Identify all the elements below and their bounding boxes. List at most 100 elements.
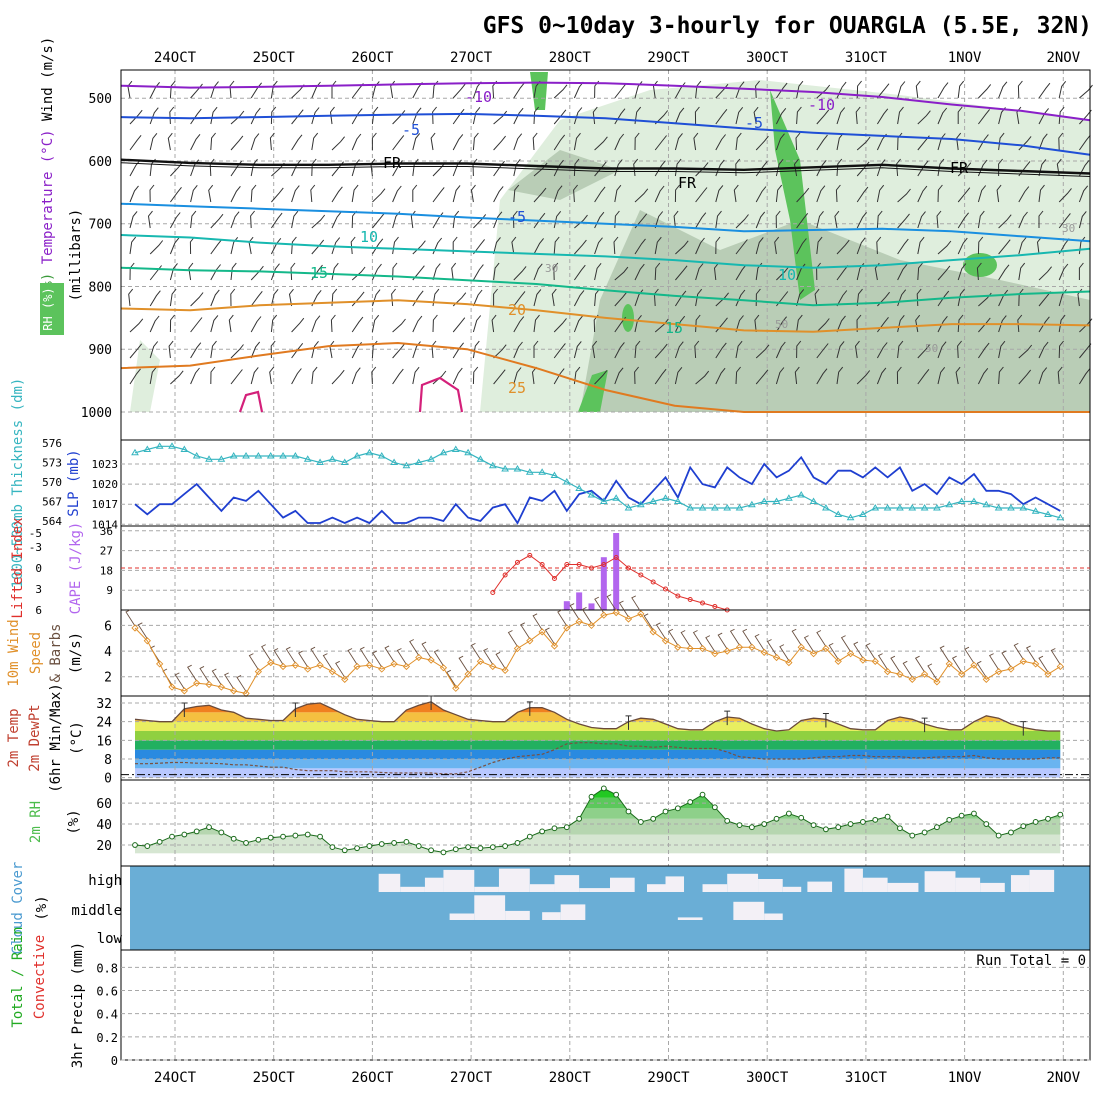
wind-barb <box>937 341 947 359</box>
thickness-marker <box>279 452 287 459</box>
wind-barb <box>816 343 829 359</box>
thickness-marker <box>155 442 164 449</box>
cape-bar <box>576 592 583 610</box>
wind-barb <box>957 340 962 359</box>
wind-barb-10m <box>705 635 716 652</box>
wind-barb <box>250 107 261 125</box>
wind-barb <box>291 185 300 203</box>
wind-barb <box>432 314 438 333</box>
thickness-marker <box>859 510 867 517</box>
isotherm-line <box>120 158 1091 175</box>
li-tick-label: -5 <box>29 527 42 540</box>
wind-barb <box>533 238 544 255</box>
wind-barb <box>614 83 627 99</box>
wind-barb <box>533 187 547 203</box>
wind-barb <box>1058 263 1069 281</box>
wind-speed-marker <box>994 667 1003 676</box>
thickness-marker <box>661 494 670 501</box>
wind-barb <box>392 185 402 203</box>
thickness-marker <box>649 497 658 504</box>
wind-barb-10m <box>927 663 938 681</box>
wind-barb <box>573 315 584 333</box>
wind-barb <box>513 184 520 203</box>
wind-speed-marker <box>735 643 744 651</box>
wind-speed-marker <box>711 650 719 658</box>
wind-speed-marker <box>131 624 139 632</box>
wind-barb <box>937 315 948 333</box>
thickness-marker <box>698 504 707 511</box>
wind-barb <box>451 262 457 281</box>
wind-barb-10m <box>433 649 444 667</box>
wind-barb <box>270 212 283 229</box>
precip-tick-label: 0.4 <box>96 1008 118 1022</box>
thickness-marker <box>747 500 756 508</box>
thickness-marker <box>834 510 843 517</box>
wind-barb <box>816 159 827 177</box>
wind-barb <box>288 288 294 307</box>
wind-barb-10m <box>495 651 506 669</box>
wind-barb-10m <box>1013 642 1024 660</box>
middle-cloud-block <box>505 910 530 920</box>
wind-speed-marker <box>957 670 966 678</box>
rh-marker <box>465 844 472 851</box>
wind-barb <box>977 236 984 255</box>
wind-barb <box>1018 136 1032 151</box>
wind-barb <box>1058 80 1067 99</box>
rh-marker <box>650 815 657 822</box>
thickness-marker <box>328 455 337 462</box>
contour-label: -10 <box>808 96 835 114</box>
wind-barb <box>876 367 887 385</box>
wind-barb <box>917 185 928 203</box>
rh-area-mid <box>580 210 1090 412</box>
wind-barb <box>796 314 803 333</box>
temp-minmax-bar <box>921 717 928 733</box>
wind-barb <box>574 239 587 255</box>
wind-barb-10m <box>384 645 395 663</box>
rh-marker <box>317 833 323 840</box>
rh-marker <box>785 810 792 817</box>
top-date-label: 27OCT <box>450 50 493 66</box>
wind-barb-10m <box>310 646 321 664</box>
wind-speed-marker <box>822 644 830 653</box>
wind-barb <box>270 263 280 281</box>
top-date-label: 29OCT <box>647 50 690 66</box>
wind-barb <box>269 132 275 151</box>
wind-barb <box>1058 106 1065 125</box>
temp-band <box>135 701 1061 703</box>
contour-label: 20 <box>508 301 526 319</box>
high-cloud-block <box>980 882 1005 892</box>
wind-barb <box>876 342 888 359</box>
wind-barb <box>856 237 866 255</box>
wind-barb <box>149 184 155 203</box>
wind-speed-marker <box>649 628 657 636</box>
thickness-marker <box>242 452 250 459</box>
wind-barb-10m <box>335 660 346 678</box>
wind-barb <box>735 81 745 99</box>
upper-air-label-part: Wind (m/s) <box>40 37 56 130</box>
wind-barb <box>169 263 178 281</box>
wind-barb <box>674 82 686 99</box>
rh-marker <box>810 822 817 828</box>
wind-barb <box>796 80 804 99</box>
wind-barb <box>250 184 257 203</box>
wind-barb <box>937 107 948 125</box>
wind-barb <box>977 134 989 151</box>
wind-barb <box>1079 318 1093 333</box>
thickness-marker <box>994 504 1003 511</box>
rh-area-high <box>770 90 815 300</box>
isotherm-line <box>120 299 1091 333</box>
wind-barb <box>290 262 296 281</box>
top-date-label: 31OCT <box>845 50 888 66</box>
wind-barb <box>652 80 658 99</box>
wind-barb <box>553 318 567 333</box>
wind-barb <box>715 292 729 307</box>
wind-barb <box>633 158 639 177</box>
wind-barb <box>210 132 216 151</box>
wind-barb <box>149 341 159 359</box>
bottom-date-label: 31OCT <box>845 1070 888 1086</box>
wind-barb <box>190 159 200 177</box>
rh-legend-swatch <box>40 283 64 335</box>
wind-barb <box>856 211 867 229</box>
wind-barb <box>1018 262 1026 281</box>
wind-barb-10m <box>322 653 333 670</box>
